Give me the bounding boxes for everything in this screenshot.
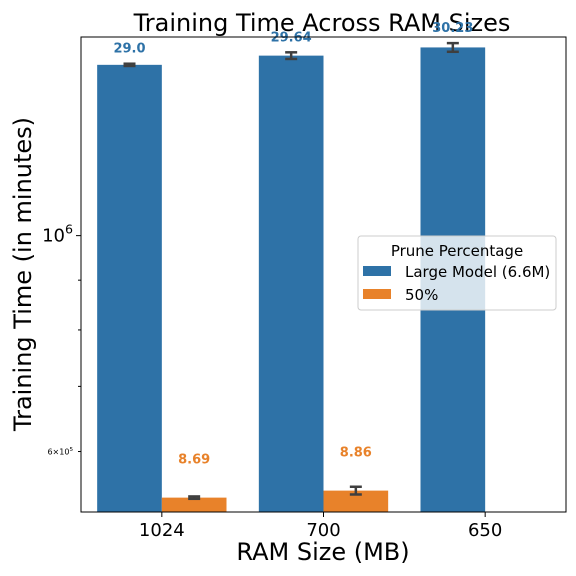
bar-0-1 <box>258 55 324 512</box>
data-label-0-0: 29.0 <box>113 42 145 57</box>
bar-0-0 <box>97 64 162 512</box>
legend-title: Prune Percentage <box>391 242 523 260</box>
x-tick-label-0: 1024 <box>139 520 185 541</box>
legend: Prune Percentage Large Model (6.6M) 50% <box>357 235 557 311</box>
x-tick-label-1: 700 <box>306 520 340 541</box>
data-label-1-0: 8.69 <box>178 453 210 468</box>
chart-title: Training Time Across RAM Sizes <box>133 9 511 37</box>
bar-1-0 <box>161 497 227 512</box>
y-tick-label-0: 106 <box>42 222 73 247</box>
legend-label-50: 50% <box>405 286 438 304</box>
x-axis-label: RAM Size (MB) <box>236 538 409 566</box>
bar-1-1 <box>323 490 389 512</box>
data-label-1-1: 8.86 <box>340 446 372 461</box>
legend-box <box>357 235 557 311</box>
legend-swatch-large-model <box>363 266 391 276</box>
y-axis-label: Training Time (in minutes) <box>9 117 37 432</box>
legend-label-large-model: Large Model (6.6M) <box>405 263 550 281</box>
data-label-0-1: 29.64 <box>271 30 312 45</box>
x-axis: 1024 700 650 <box>139 512 502 541</box>
y-tick-label-1: 6×105 <box>47 447 73 457</box>
y-axis: 106 6×105 <box>42 222 81 457</box>
data-label-0-2: 30.23 <box>432 21 473 36</box>
legend-swatch-50 <box>363 289 391 299</box>
plot-area: 29.0 29.64 30.23 8.69 8.86 <box>80 21 567 513</box>
x-tick-label-2: 650 <box>468 520 502 541</box>
